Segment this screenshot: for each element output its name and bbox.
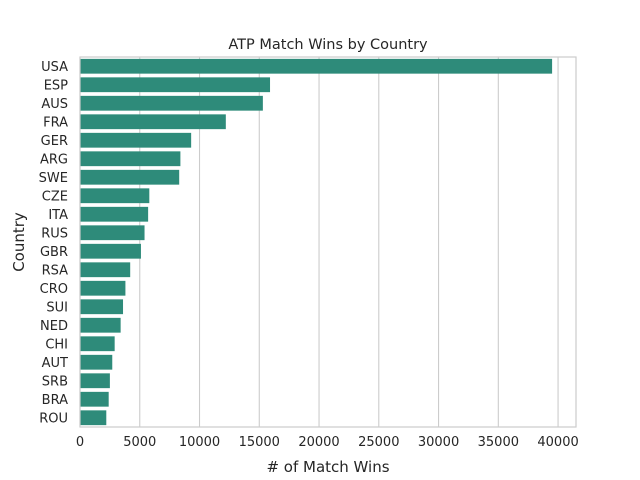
x-tick-label: 20000 — [298, 435, 339, 450]
y-axis-label: Country — [10, 212, 28, 272]
y-tick-label: CZE — [42, 189, 68, 204]
y-tick-labels: USA ESP AUS FRA GER ARG SWE CZE ITA RUS GBR RSA CRO S… — [39, 60, 68, 427]
y-tick-label: USA — [41, 60, 68, 75]
y-tick-label: ARG — [40, 152, 68, 167]
x-tick-label: 25000 — [358, 435, 399, 450]
bar-fra — [80, 114, 226, 130]
chart-title: ATP Match Wins by Country — [228, 37, 428, 53]
bar-rsa — [80, 262, 131, 278]
y-tick-label: SWE — [39, 171, 68, 186]
bar-cze — [80, 188, 150, 204]
bar-rus — [80, 225, 145, 241]
bar-usa — [80, 58, 553, 74]
bar-aus — [80, 95, 263, 111]
y-tick-label: AUS — [41, 97, 68, 112]
y-tick-label: ITA — [48, 208, 68, 223]
bar-cro — [80, 280, 126, 296]
bars — [80, 58, 553, 426]
y-tick-label: CHI — [45, 337, 68, 352]
y-tick-label: NED — [40, 319, 68, 334]
x-tick-label: 10000 — [179, 435, 220, 450]
x-tick-label: 35000 — [478, 435, 519, 450]
bar-ned — [80, 317, 121, 333]
bar-srb — [80, 373, 110, 389]
bar-ger — [80, 132, 192, 148]
y-tick-label: GBR — [40, 245, 68, 260]
y-tick-label: GER — [41, 134, 68, 149]
x-tick-label: 5000 — [123, 435, 156, 450]
y-tick-label: FRA — [43, 115, 68, 130]
y-tick-label: RUS — [41, 226, 68, 241]
bar-chi — [80, 336, 115, 352]
y-tick-label: SRB — [42, 374, 68, 389]
bar-esp — [80, 77, 271, 93]
x-tick-label: 30000 — [418, 435, 459, 450]
x-tick-labels: 0 5000 10000 15000 20000 25000 30000 35000 40000 — [76, 435, 579, 450]
bar-bra — [80, 391, 109, 407]
y-tick-label: ESP — [44, 78, 68, 93]
plot-frame — [79, 56, 577, 428]
bar-gbr — [80, 243, 141, 259]
bar-swe — [80, 169, 180, 185]
y-tick-label: CRO — [40, 282, 68, 297]
bar-arg — [80, 151, 181, 167]
x-gridlines — [79, 57, 559, 427]
bar-rou — [80, 410, 107, 426]
bar-aut — [80, 354, 113, 370]
x-axis-label: # of Match Wins — [266, 458, 389, 476]
y-tick-label: RSA — [42, 263, 69, 278]
x-tick-label: 0 — [76, 435, 84, 450]
y-tick-label: AUT — [42, 356, 68, 371]
y-tick-label: SUI — [46, 300, 68, 315]
y-tick-label: BRA — [42, 393, 68, 408]
bar-ita — [80, 206, 149, 222]
y-tick-label: ROU — [39, 411, 68, 426]
bar-sui — [80, 299, 124, 315]
x-tick-label: 15000 — [239, 435, 280, 450]
x-tick-label: 40000 — [537, 435, 578, 450]
